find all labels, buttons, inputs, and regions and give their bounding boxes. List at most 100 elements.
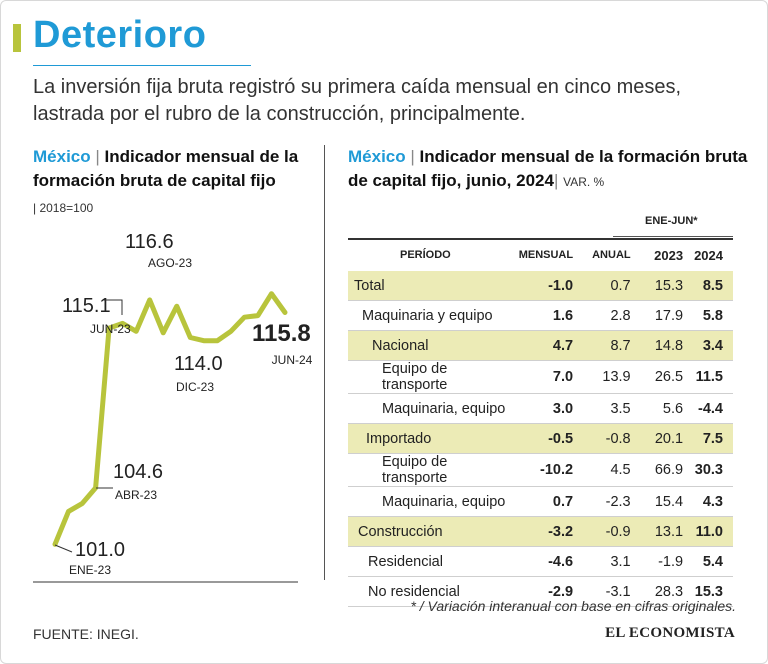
cell-anual: 3.1 — [583, 546, 641, 577]
cell-2023: 15.4 — [640, 486, 694, 517]
cell-2024: 11.0 — [693, 516, 733, 547]
cell-anual: -0.8 — [583, 423, 641, 454]
table-row: Maquinaria, equipo 0.7 -2.3 15.4 4.3 — [348, 486, 733, 517]
cell-mensual: -4.6 — [513, 546, 584, 577]
annotation-value: 116.6 — [125, 231, 174, 253]
table-top-rule — [348, 238, 733, 240]
cell-mensual: 0.7 — [513, 486, 584, 517]
data-point — [283, 310, 287, 314]
table-title: Indicador mensual de la formación bruta … — [348, 147, 748, 190]
data-point — [107, 326, 111, 330]
col-mensual: MENSUAL — [518, 249, 574, 261]
cell-mensual: 3.0 — [513, 393, 584, 424]
group-header: ENE-JUN* — [645, 215, 698, 227]
annotation-leader — [54, 544, 73, 553]
data-point — [242, 315, 246, 319]
data-point — [148, 298, 152, 302]
table-header: México | Indicador mensual de la formaci… — [348, 145, 758, 194]
cell-mensual: -2.9 — [513, 576, 584, 607]
page-title: Deterioro — [33, 14, 207, 56]
row-label: Construcción — [348, 516, 514, 547]
table-row: Maquinaria y equipo 1.6 2.8 17.9 5.8 — [348, 300, 733, 331]
row-label: Equipo de transporte — [348, 360, 514, 394]
data-point — [269, 292, 273, 296]
table-row: No residencial -2.9 -3.1 28.3 15.3 — [348, 576, 733, 607]
col-periodo: PERÍODO — [400, 249, 451, 261]
title-accent-bar — [13, 24, 21, 52]
cell-anual: 8.7 — [583, 330, 641, 361]
cell-2024: 30.3 — [693, 453, 733, 487]
data-point — [80, 502, 84, 506]
chart-country: México — [33, 147, 91, 166]
table-header-separator-2: | — [553, 171, 559, 190]
annotation-label: ENE-23 — [69, 563, 111, 577]
cell-2023: 14.8 — [640, 330, 694, 361]
chart-title: Indicador mensual de la formación bruta … — [33, 147, 299, 190]
table-row: Equipo de transporte 7.0 13.9 26.5 11.5 — [348, 360, 733, 394]
annotation-label: ABR-23 — [115, 488, 157, 502]
data-table-wrapper: ENE-JUN* PERÍODO MENSUAL ANUAL 2023 2024… — [348, 215, 733, 607]
cell-mensual: -3.2 — [513, 516, 584, 547]
brand-logo: EL ECONOMISTA — [605, 625, 735, 641]
cell-mensual: -10.2 — [513, 453, 584, 487]
row-label: Total — [348, 271, 514, 301]
chart-header: México | Indicador mensual de la formaci… — [33, 145, 303, 193]
table-row: Residencial -4.6 3.1 -1.9 5.4 — [348, 546, 733, 577]
cell-2024: 5.8 — [693, 300, 733, 331]
table-body: Total -1.0 0.7 15.3 8.5 Maquinaria y equipo 1.… — [348, 271, 733, 607]
row-label: Maquinaria, equipo — [348, 393, 514, 424]
annotation-label: JUN-23 — [90, 322, 131, 336]
data-point — [215, 339, 219, 343]
line-chart: 101.0 ENE-23 104.6 ABR-23 115.1 JUN-23 116.6 AG… — [33, 231, 313, 583]
annotation-value: 115.8 — [252, 320, 311, 347]
table-row: Maquinaria, equipo 3.0 3.5 5.6 -4.4 — [348, 393, 733, 424]
annotation-leader — [104, 299, 123, 315]
row-label: Maquinaria, equipo — [348, 486, 514, 517]
footnote: * / Variación interanual con base en cif… — [410, 598, 736, 614]
annotation-value: 104.6 — [113, 461, 163, 483]
data-point — [67, 509, 71, 513]
table-row: Equipo de transporte -10.2 4.5 66.9 30.3 — [348, 453, 733, 487]
cell-2023: 17.9 — [640, 300, 694, 331]
column-divider — [324, 145, 325, 580]
source-label: FUENTE: INEGI. — [33, 626, 139, 642]
cell-mensual: -1.0 — [513, 271, 584, 301]
cell-2023: -1.9 — [640, 546, 694, 577]
row-label: Maquinaria y equipo — [348, 300, 514, 331]
cell-2024: 3.4 — [693, 330, 733, 361]
annotation-label: DIC-23 — [176, 380, 214, 394]
cell-2024: 7.5 — [693, 423, 733, 454]
data-point — [202, 339, 206, 343]
cell-2024: 5.4 — [693, 546, 733, 577]
row-label: Importado — [348, 423, 514, 454]
cell-anual: 4.5 — [583, 453, 641, 487]
cell-anual: 3.5 — [583, 393, 641, 424]
data-point — [94, 486, 98, 490]
col-2024: 2024 — [694, 247, 723, 263]
cell-2023: 5.6 — [640, 393, 694, 424]
cell-2023: 13.1 — [640, 516, 694, 547]
cell-2024: 15.3 — [693, 576, 733, 607]
cell-2024: 8.5 — [693, 271, 733, 301]
chart-header-separator: | — [95, 147, 100, 166]
cell-mensual: 4.7 — [513, 330, 584, 361]
data-table: PERÍODO MENSUAL ANUAL 2023 2024 Total -1.… — [348, 239, 733, 607]
col-2023: 2023 — [654, 247, 684, 263]
cell-anual: -3.1 — [583, 576, 641, 607]
row-label: Equipo de transporte — [348, 453, 514, 487]
table-row: Total -1.0 0.7 15.3 8.5 — [348, 271, 733, 301]
cell-2023: 20.1 — [640, 423, 694, 454]
annotation-label: JUN-24 — [272, 353, 313, 367]
cell-anual: 2.8 — [583, 300, 641, 331]
cell-2024: -4.4 — [693, 393, 733, 424]
col-anual: ANUAL — [592, 249, 631, 261]
table-row: Importado -0.5 -0.8 20.1 7.5 — [348, 423, 733, 454]
cell-anual: -0.9 — [583, 516, 641, 547]
var-label: VAR. % — [563, 175, 605, 189]
data-point — [229, 329, 233, 333]
cell-2023: 28.3 — [640, 576, 694, 607]
cell-mensual: 7.0 — [513, 360, 584, 394]
annotation-value: 115.1 — [62, 295, 111, 317]
chart-base-label: | 2018=100 — [33, 201, 94, 215]
table-row: Nacional 4.7 8.7 14.8 3.4 — [348, 330, 733, 361]
